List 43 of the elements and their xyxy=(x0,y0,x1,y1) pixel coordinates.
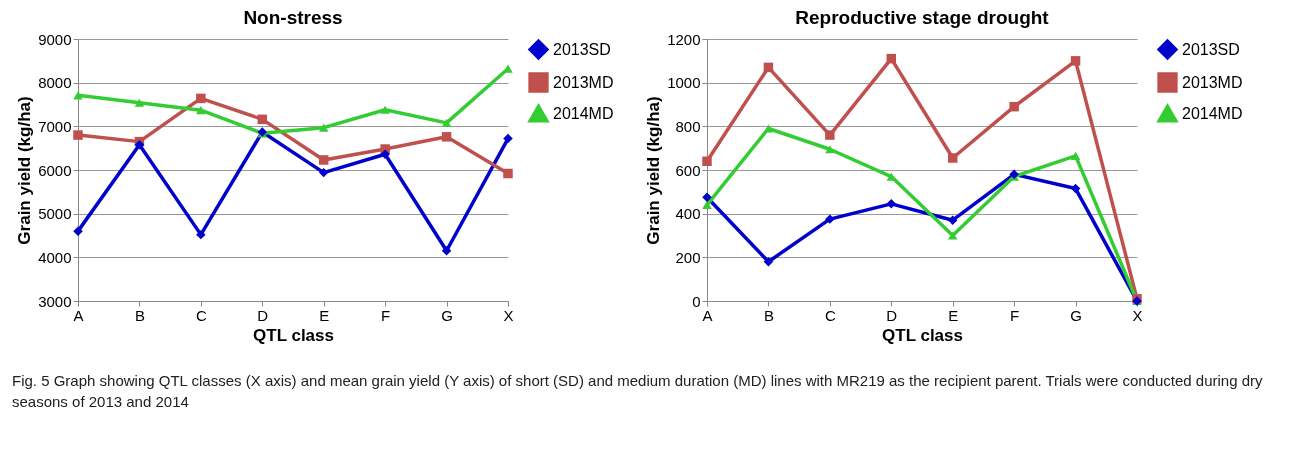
x-axis-title: QTL class xyxy=(882,325,963,345)
y-tick-label: 800 xyxy=(675,117,701,135)
y-tick-label: 9000 xyxy=(38,30,72,48)
y-axis-title: Grain yield (kg/ha) xyxy=(644,96,664,245)
x-tick-label: A xyxy=(73,306,84,324)
x-tick-label: C xyxy=(195,306,207,324)
y-tick-label: 4000 xyxy=(38,248,72,266)
x-tick-label: E xyxy=(948,306,959,324)
y-tick-label: 1000 xyxy=(667,74,701,92)
x-tick-label: C xyxy=(824,306,836,324)
chart-title: Non-stress xyxy=(243,7,343,28)
x-tick-label: F xyxy=(1010,306,1020,324)
legend-label: 2014MD xyxy=(1182,104,1243,122)
x-tick-label: B xyxy=(763,306,774,324)
x-tick-label: X xyxy=(503,306,514,324)
y-tick-label: 7000 xyxy=(38,117,72,135)
x-tick-label: A xyxy=(702,306,713,324)
legend-label: 2013MD xyxy=(553,73,614,91)
x-tick-label: D xyxy=(257,306,269,324)
x-tick-label: G xyxy=(441,306,453,324)
x-axis-title: QTL class xyxy=(253,325,334,345)
x-tick-label: G xyxy=(1070,306,1082,324)
legend-label: 2013SD xyxy=(553,40,611,58)
y-tick-label: 8000 xyxy=(38,74,72,92)
y-tick-label: 600 xyxy=(675,161,701,179)
y-tick-label: 5000 xyxy=(38,205,72,223)
x-tick-label: F xyxy=(381,306,391,324)
y-tick-label: 200 xyxy=(675,248,701,266)
legend-label: 2014MD xyxy=(553,104,614,122)
y-tick-label: 1200 xyxy=(667,30,701,48)
y-tick-label: 0 xyxy=(692,292,701,310)
x-tick-label: X xyxy=(1132,306,1143,324)
y-tick-label: 6000 xyxy=(38,161,72,179)
x-tick-label: B xyxy=(134,306,145,324)
legend-label: 2013SD xyxy=(1182,40,1240,58)
y-tick-label: 3000 xyxy=(38,292,72,310)
x-tick-label: E xyxy=(319,306,330,324)
chart-title: Reproductive stage drought xyxy=(795,7,1050,28)
legend-label: 2013MD xyxy=(1182,73,1243,91)
y-axis-title: Grain yield (kg/ha) xyxy=(15,96,35,245)
caption: Fig. 5 Graph showing QTL classes (X axis) and mean grain yield (Y axis) of short (SD) and medium duration (MD) lines with MR219 as the recipient parent. Trials were conducted during dry seasons of 2013 and 2014 xyxy=(11,371,1264,412)
x-tick-label: D xyxy=(886,306,898,324)
y-tick-label: 400 xyxy=(675,205,701,223)
